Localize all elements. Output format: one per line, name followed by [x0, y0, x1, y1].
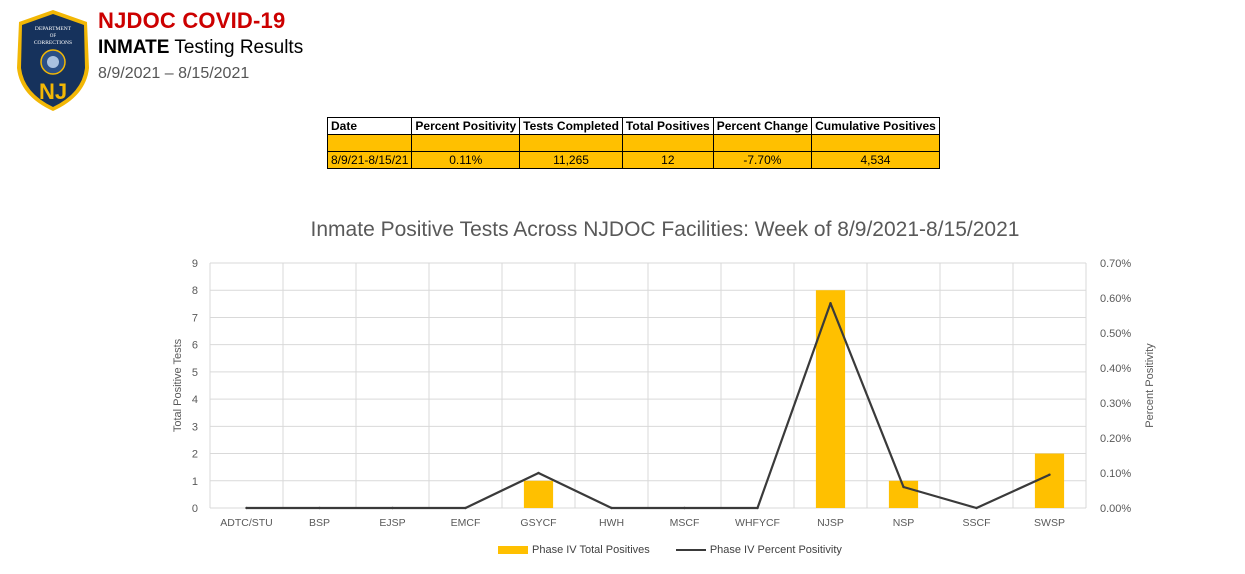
blank-cell [519, 134, 623, 152]
positivity-point [902, 485, 905, 489]
x-tick-label: ADTC/STU [220, 517, 273, 529]
blank-cell [811, 134, 940, 152]
y-tick-label: 6 [192, 340, 198, 352]
x-tick-label: HWH [599, 517, 624, 529]
positivity-point [610, 506, 613, 510]
bar [815, 290, 846, 508]
y-tick-label: 4 [192, 394, 198, 406]
report-date-range: 8/9/2021 – 8/15/2021 [98, 65, 250, 82]
header-percent-positivity: Percent Positivity [411, 117, 521, 135]
x-tick-label: MSCF [670, 517, 700, 529]
report-title: NJDOC COVID-19 [98, 8, 286, 33]
subtitle-rest: Testing Results [169, 37, 304, 58]
positivity-point [464, 506, 467, 510]
positivity-point [318, 506, 321, 510]
y2-axis-title: Percent Positivity [1144, 343, 1156, 428]
positivity-point [1048, 473, 1051, 476]
y-tick-label: 3 [192, 421, 198, 433]
legend-item-line: Phase IV Percent Positivity [675, 544, 842, 556]
y2-tick-label: 0.70% [1100, 258, 1131, 270]
report-subtitle: INMATE Testing Results [98, 37, 303, 59]
legend-swatch-bar [498, 546, 528, 554]
njdoc-badge-logo: DEPARTMENT OF CORRECTIONS NJ [17, 10, 89, 111]
summary-header-row: Date Percent Positivity Tests Completed … [326, 117, 940, 135]
blank-cell [712, 134, 813, 152]
x-tick-label: WHFYCF [735, 517, 780, 529]
x-tick-label: NSP [893, 517, 915, 529]
cell-total-positives: 12 [621, 151, 714, 169]
header-tests-completed: Tests Completed [519, 117, 623, 135]
positivity-point [537, 471, 540, 475]
positivity-point [829, 302, 832, 305]
x-tick-label: EMCF [451, 517, 481, 529]
y-tick-label: 7 [192, 312, 198, 324]
y-tick-label: 1 [192, 476, 198, 488]
cell-tests-completed: 11,265 [519, 151, 623, 169]
cell-percent-change: -7.70% [712, 151, 813, 169]
x-tick-label: NJSP [817, 517, 844, 529]
blank-cell [326, 134, 413, 152]
legend-label-bars: Phase IV Total Positives [532, 544, 650, 556]
y2-tick-label: 0.60% [1100, 293, 1131, 305]
positivity-point [683, 506, 686, 510]
cell-date: 8/9/21-8/15/21 [326, 151, 413, 169]
blank-cell [411, 134, 521, 152]
chart-legend: Phase IV Total Positives Phase IV Percen… [498, 544, 868, 556]
y-axis-title: Total Positive Tests [172, 338, 184, 432]
x-tick-label: SWSP [1034, 517, 1065, 529]
bar [523, 480, 554, 508]
y-tick-label: 5 [192, 367, 198, 379]
y2-tick-label: 0.40% [1100, 363, 1131, 375]
x-tick-label: BSP [309, 517, 330, 529]
x-tick-label: GSYCF [520, 517, 556, 529]
summary-table: Date Percent Positivity Tests Completed … [326, 117, 940, 169]
y-tick-label: 9 [192, 258, 198, 270]
y2-tick-label: 0.00% [1100, 503, 1131, 515]
positives-chart: 0 1 2 3 4 5 6 7 8 9 0.00% 0.10% 0.20% 0.30% 0.40% 0.50%… [172, 258, 1156, 529]
chart-title: Inmate Positive Tests Across NJDOC Facil… [310, 218, 1020, 241]
y2-tick-label: 0.10% [1100, 468, 1131, 480]
blank-cell [621, 134, 714, 152]
y-tick-label: 2 [192, 449, 198, 461]
summary-data-row: 8/9/21-8/15/21 0.11% 11,265 12 -7.70% 4,… [326, 151, 940, 169]
positivity-point [975, 506, 978, 510]
y-tick-label: 8 [192, 285, 198, 297]
y-tick-label: 0 [192, 503, 198, 515]
legend-label-line: Phase IV Percent Positivity [709, 544, 842, 556]
positivity-point [391, 506, 394, 510]
positivity-line [246, 302, 1050, 510]
positivity-point [756, 506, 759, 510]
badge-text-corrections: CORRECTIONS [34, 40, 72, 46]
header-cumulative-positives: Cumulative Positives [811, 117, 940, 135]
x-tick-label: EJSP [379, 517, 405, 529]
header-percent-change: Percent Change [712, 117, 813, 135]
header-date: Date [326, 117, 413, 135]
bar [1034, 453, 1065, 508]
y2-tick-label: 0.20% [1100, 433, 1131, 445]
y2-tick-label: 0.50% [1100, 328, 1131, 340]
subtitle-emphasis: INMATE [98, 37, 170, 58]
x-tick-label: SSCF [962, 517, 990, 529]
header-total-positives: Total Positives [621, 117, 714, 135]
legend-swatch-line [675, 549, 706, 551]
report-header: DEPARTMENT OF CORRECTIONS NJ NJDOC COVID… [0, 0, 420, 115]
badge-text-of: OF [50, 34, 57, 39]
legend-item-bars: Phase IV Total Positives [498, 544, 650, 556]
badge-letters: NJ [39, 79, 67, 104]
cell-percent-positivity: 0.11% [411, 151, 521, 169]
positivity-point [245, 506, 248, 510]
badge-text-department: DEPARTMENT [35, 26, 72, 32]
cell-cumulative-positives: 4,534 [811, 151, 940, 169]
y2-tick-label: 0.30% [1100, 398, 1131, 410]
summary-blank-row [326, 134, 940, 152]
